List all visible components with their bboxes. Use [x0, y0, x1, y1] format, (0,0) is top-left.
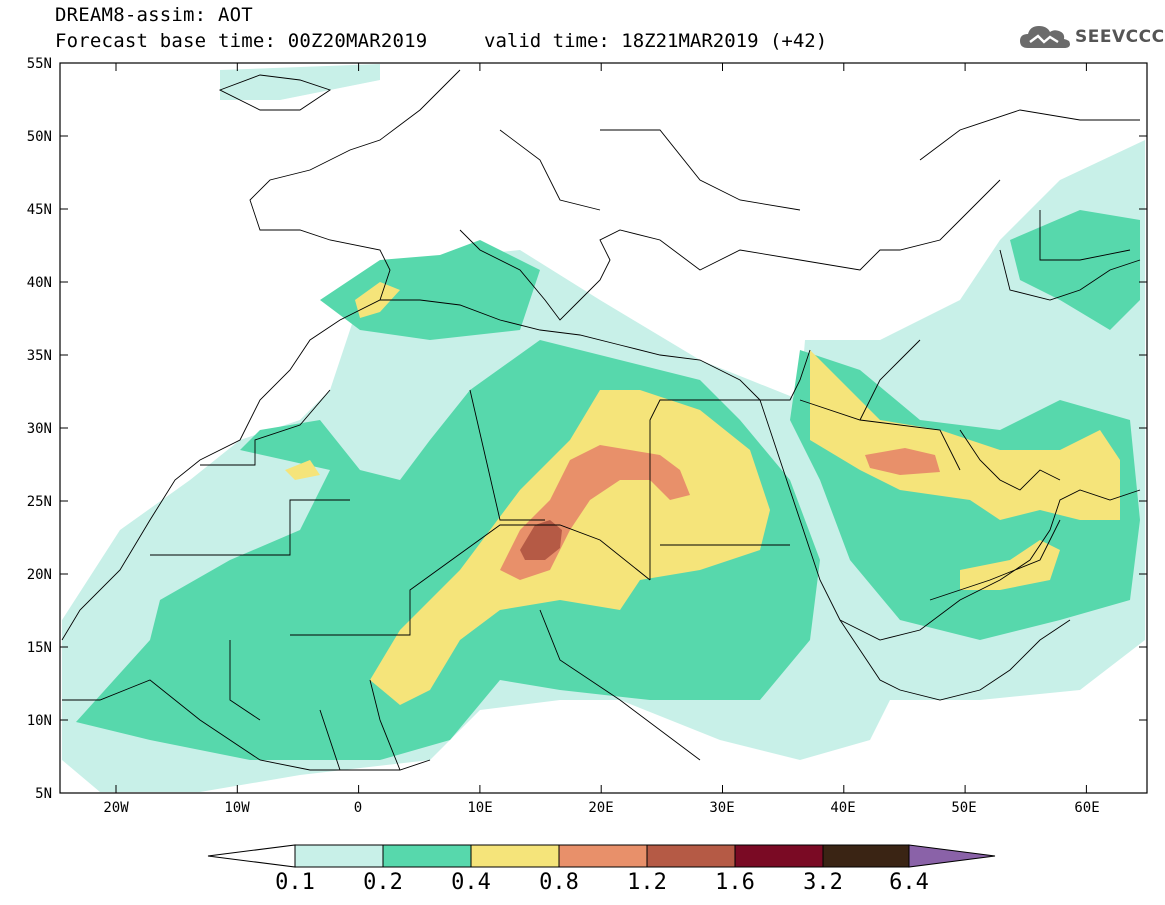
lat-label: 10N: [27, 713, 52, 729]
colorbar-label: 0.4: [451, 870, 491, 895]
colorbar: [207, 844, 996, 868]
colorbar-swatch: [558, 844, 648, 868]
colorbar-swatch: [646, 844, 736, 868]
lon-label: 30E: [709, 800, 734, 816]
colorbar-label: 0.2: [363, 870, 403, 895]
axis-ticks: [60, 62, 1147, 794]
lat-labels: 55N 50N 45N 40N 35N 30N 25N 20N 15N 10N …: [27, 56, 52, 802]
lon-label: 60E: [1074, 800, 1099, 816]
colorbar-swatch: [382, 844, 472, 868]
lat-label: 5N: [35, 786, 52, 802]
lon-label: 20E: [588, 800, 613, 816]
colorbar-label: 1.2: [627, 870, 667, 895]
aot-field: [62, 64, 1145, 792]
lon-label: 10E: [467, 800, 492, 816]
lon-label: 0: [354, 800, 362, 816]
page-title-line2: Forecast base time: 00Z20MAR2019: [55, 30, 428, 52]
lat-label: 20N: [27, 567, 52, 583]
logo-text: SEEVCCC: [1075, 27, 1165, 47]
lon-label: 10W: [224, 800, 250, 816]
colorbar-swatch: [822, 844, 910, 868]
colorbar-label: 3.2: [803, 870, 843, 895]
lat-label: 40N: [27, 275, 52, 291]
lat-label: 55N: [27, 56, 52, 72]
colorbar-under-arrow: [207, 844, 296, 868]
lat-label: 15N: [27, 640, 52, 656]
lat-label: 35N: [27, 348, 52, 364]
cloud-icon: [1020, 26, 1070, 48]
lon-label: 40E: [830, 800, 855, 816]
lon-label: 50E: [951, 800, 976, 816]
colorbar-swatch: [470, 844, 560, 868]
seevccc-logo: SEEVCCC: [1018, 22, 1165, 52]
lat-label: 45N: [27, 202, 52, 218]
coastlines: [61, 69, 1141, 771]
valid-time: valid time: 18Z21MAR2019 (+42): [484, 30, 828, 52]
colorbar-swatch: [734, 844, 824, 868]
colorbar-label: 0.1: [275, 870, 315, 895]
page-title-line1: DREAM8-assim: AOT: [55, 4, 253, 26]
lat-label: 50N: [27, 129, 52, 145]
lon-label: 20W: [103, 800, 129, 816]
colorbar-label: 0.8: [539, 870, 579, 895]
colorbar-label: 6.4: [889, 870, 929, 895]
lon-labels: 20W 10W 0 10E 20E 30E 40E 50E 60E: [103, 800, 1099, 816]
colorbar-label: 1.6: [715, 870, 755, 895]
lat-label: 30N: [27, 421, 52, 437]
lat-label: 25N: [27, 494, 52, 510]
colorbar-swatch: [294, 844, 384, 868]
colorbar-over-arrow: [908, 844, 996, 868]
